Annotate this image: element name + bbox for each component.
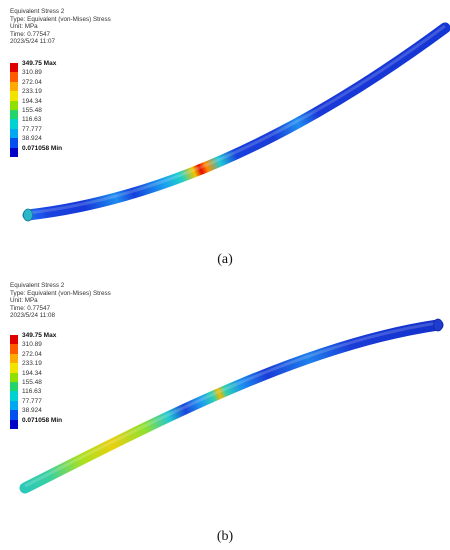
legend-label: 77.777	[22, 125, 42, 133]
result-time: Time: 0.77547	[10, 30, 51, 38]
result-type: Type: Equivalent (von-Mises) Stress	[10, 15, 111, 23]
legend-label: 38.924	[22, 135, 42, 143]
result-title: Equivalent Stress 2	[10, 282, 65, 289]
beam-end-face	[23, 208, 33, 222]
caption-a: (a)	[217, 252, 233, 267]
legend-swatch	[10, 100, 18, 110]
result-info: Equivalent Stress 2 Type: Equivalent (vo…	[10, 8, 111, 46]
legend-label: 194.34	[22, 369, 42, 377]
legend-swatch	[10, 81, 18, 92]
legend-swatch	[10, 363, 18, 373]
legend-label: 233.19	[22, 88, 42, 96]
legend-swatch	[10, 72, 18, 82]
legend-label: 349.75 Max	[22, 60, 57, 67]
legend-swatch	[10, 372, 18, 382]
legend-label: 38.924	[22, 407, 42, 415]
legend-swatch	[10, 335, 18, 345]
result-info: Equivalent Stress 2 Type: Equivalent (vo…	[10, 282, 111, 320]
beam-highlight	[24, 321, 439, 488]
legend-label: 272.04	[22, 78, 42, 86]
caption-b: (b)	[216, 529, 234, 544]
result-date: 2023/5/24 11:07	[10, 38, 56, 46]
legend-label: 77.777	[22, 397, 42, 405]
legend-swatch	[10, 410, 18, 420]
legend-label: 310.89	[22, 341, 42, 349]
beam-body	[19, 319, 444, 494]
beam-end-face	[433, 318, 443, 332]
legend-label: 272.04	[22, 350, 42, 358]
result-type: Type: Equivalent (von-Mises) Stress	[10, 289, 111, 297]
legend-swatch	[10, 400, 18, 411]
legend-label: 116.63	[22, 388, 42, 396]
legend-swatch	[10, 344, 18, 354]
legend-label: 116.63	[22, 116, 42, 124]
beam-body	[22, 22, 450, 221]
legend-swatch	[10, 138, 18, 148]
legend-swatch	[10, 109, 18, 120]
legend-swatch	[10, 353, 18, 364]
legend-label: 194.34	[22, 97, 42, 105]
legend-label: 155.48	[22, 378, 42, 386]
result-title: Equivalent Stress 2	[10, 8, 65, 15]
legend-label: 349.75 Max	[22, 332, 57, 339]
beam-highlight	[27, 24, 446, 215]
legend-swatch	[10, 147, 18, 157]
result-date: 2023/5/24 11:08	[10, 312, 56, 320]
legend-label: 0.071058 Min	[22, 416, 63, 424]
result-time: Time: 0.77547	[10, 304, 51, 312]
legend-label: 0.071058 Min	[22, 144, 63, 152]
legend-swatch	[10, 391, 18, 401]
legend-swatch	[10, 119, 18, 129]
legend-label: 233.19	[22, 360, 42, 368]
legend-label: 310.89	[22, 69, 42, 77]
result-unit: Unit: MPa	[10, 297, 38, 305]
result-unit: Unit: MPa	[10, 23, 38, 31]
stress-contour-model-b	[19, 318, 444, 494]
legend-swatch	[10, 419, 18, 429]
legend-swatch	[10, 63, 18, 73]
legend-swatch	[10, 128, 18, 139]
legend-swatch	[10, 91, 18, 101]
panel-b: Equivalent Stress 2 Type: Equivalent (vo…	[0, 275, 450, 550]
legend-label: 155.48	[22, 106, 42, 114]
legend-swatch	[10, 381, 18, 392]
stress-contour-model-a	[22, 22, 450, 222]
panel-a: Equivalent Stress 2 Type: Equivalent (vo…	[0, 0, 450, 270]
